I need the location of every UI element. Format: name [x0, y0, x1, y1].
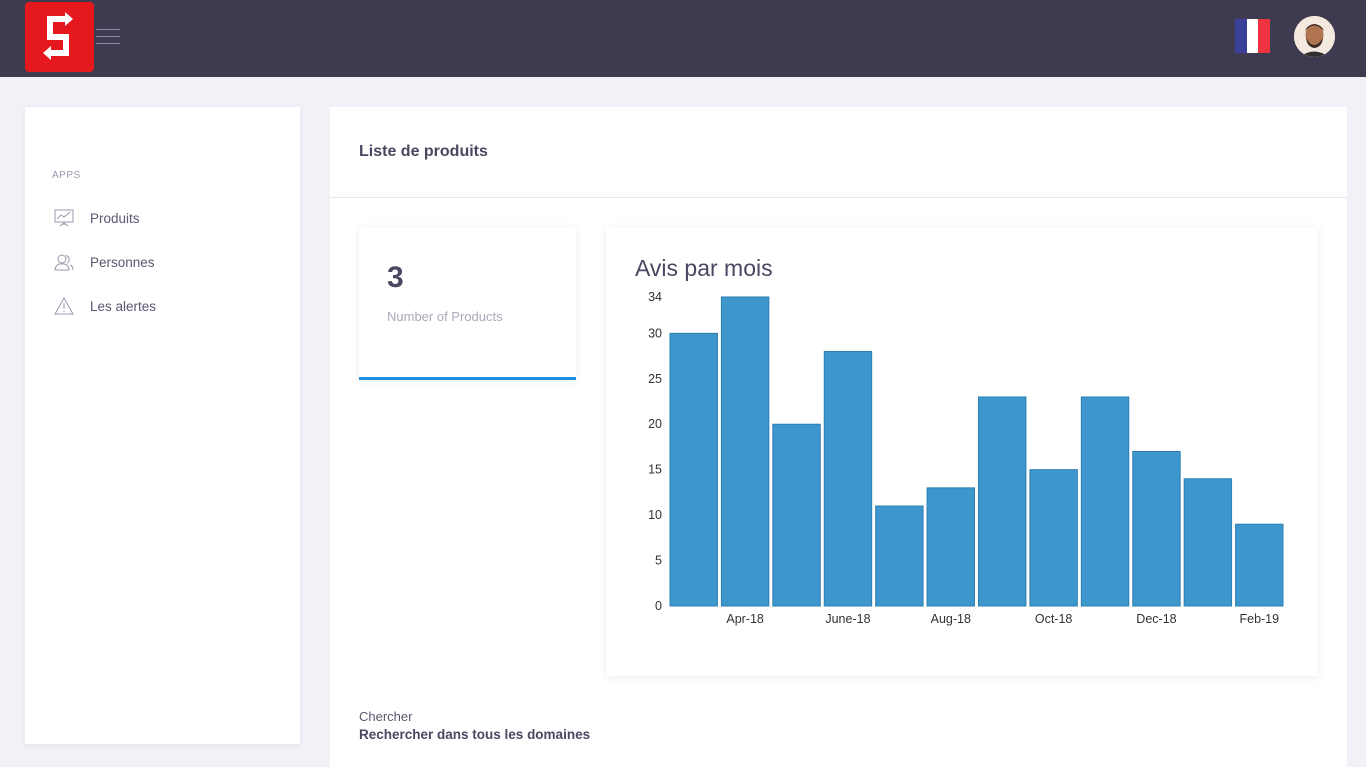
product-count-card: 3 Number of Products [359, 227, 576, 380]
bar-Jan-19[interactable] [1183, 478, 1233, 607]
bar-Feb-19[interactable] [1235, 523, 1284, 607]
sidebar-item-alertes[interactable]: Les alertes [52, 291, 282, 321]
x-tick-label: Apr-18 [726, 612, 764, 626]
hamburger-icon[interactable] [96, 29, 120, 47]
sidebar: APPS Produits Personnes Les alertes [25, 107, 300, 744]
sidebar-item-label: Produits [90, 210, 140, 226]
bar-Jul-18[interactable] [875, 505, 924, 607]
x-tick-label: Feb-19 [1239, 612, 1279, 626]
bar-Apr-18[interactable] [720, 296, 770, 607]
sidebar-item-produits[interactable]: Produits [52, 203, 282, 233]
bar-Nov-18[interactable] [1080, 396, 1130, 607]
x-tick-label: Aug-18 [931, 612, 971, 626]
bar-Sep-18[interactable] [978, 396, 1027, 607]
x-tick-label: June-18 [825, 612, 870, 626]
sidebar-section-label: APPS [52, 170, 81, 181]
chart-title: Avis par mois [635, 255, 773, 281]
chart-presentation-icon [52, 208, 76, 228]
bar-Dec-18[interactable] [1132, 451, 1181, 607]
users-icon [52, 252, 76, 272]
y-tick-label: 34 [648, 290, 662, 304]
search-label: Chercher [359, 709, 413, 724]
bar-Aug-18[interactable] [926, 487, 976, 607]
y-tick-label: 30 [648, 326, 662, 340]
warning-icon [52, 296, 76, 316]
swap-arrows-icon [43, 12, 73, 60]
x-tick-label: Oct-18 [1035, 612, 1073, 626]
bar-chart: 0 5 10 15 20 25 30 34 Apr-18 June-18 Aug-18 Oct-18 D… [648, 290, 1284, 626]
product-count-label: Number of Products [387, 309, 503, 324]
bar-May-18[interactable] [772, 423, 821, 607]
y-tick-label: 5 [655, 554, 662, 568]
avatar[interactable] [1294, 16, 1335, 57]
sidebar-item-label: Personnes [90, 254, 155, 270]
app-logo[interactable] [25, 2, 94, 72]
search-all-domains-link[interactable]: Rechercher dans tous les domaines [359, 727, 591, 742]
product-count-value: 3 [387, 261, 404, 294]
top-bar [0, 0, 1366, 77]
y-tick-label: 0 [655, 599, 662, 613]
sidebar-item-personnes[interactable]: Personnes [52, 247, 282, 277]
main-panel: Liste de produits 3 Number of Products A… [330, 107, 1347, 767]
page-title: Liste de produits [359, 143, 488, 160]
bar-June-18[interactable] [823, 351, 873, 607]
y-tick-label: 20 [648, 417, 662, 431]
reviews-chart-card: Avis par mois 0 5 10 15 20 25 30 34 Apr-18 June-1… [606, 227, 1318, 676]
bar-Mar-18[interactable] [669, 332, 718, 607]
divider [330, 197, 1347, 198]
x-tick-label: Dec-18 [1136, 612, 1176, 626]
sidebar-item-label: Les alertes [90, 298, 157, 314]
y-tick-label: 15 [648, 463, 662, 477]
france-flag-icon[interactable] [1235, 19, 1271, 53]
y-tick-label: 10 [648, 508, 662, 522]
bar-Oct-18[interactable] [1029, 469, 1078, 607]
y-tick-label: 25 [648, 372, 662, 386]
